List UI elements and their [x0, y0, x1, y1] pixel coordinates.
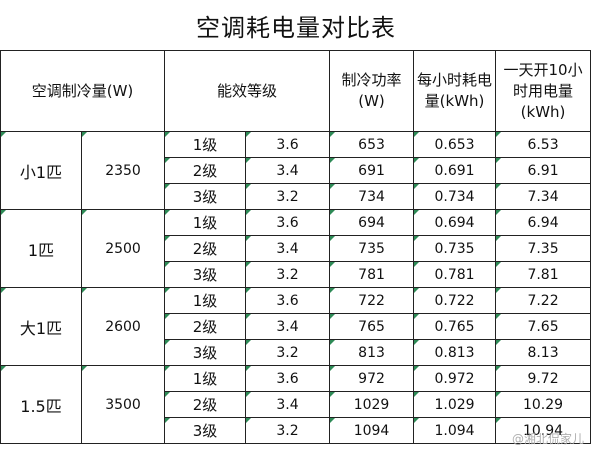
table-title: 空调耗电量对比表: [196, 13, 396, 42]
daily-cell: 7.65: [495, 313, 592, 340]
daily-cell: 9.72: [495, 365, 592, 392]
table-row: 2级 3.4 765 0.765 7.65: [1, 313, 592, 340]
ratio-cell: 3.2: [245, 417, 331, 444]
size-cell: 小1匹: [0, 131, 82, 210]
grade-cell: 3级: [164, 339, 247, 366]
ratio-cell: 3.6: [245, 287, 331, 314]
power-cell: 653: [329, 131, 415, 158]
ratio-cell: 3.4: [245, 235, 331, 262]
ratio-cell: 3.6: [245, 365, 331, 392]
grade-cell: 3级: [164, 183, 247, 210]
ratio-cell: 3.4: [245, 157, 331, 184]
daily-cell: 8.13: [495, 339, 592, 366]
table-row: 3级 3.2 1094 1.094 10.94: [1, 417, 592, 444]
hourly-cell: 0.765: [413, 313, 497, 340]
grade-cell: 1级: [164, 287, 247, 314]
table-row: 1匹 2500 1级 3.6 694 0.694 6.94: [0, 209, 592, 288]
capacity-cell: 2500: [80, 209, 166, 288]
daily-cell: 7.22: [495, 287, 592, 314]
table-body: 小1匹 2350 1级 3.6 653 0.653 6.53 2级 3.4 691 0.691 6.9…: [0, 131, 592, 444]
header-hourly: 每小时耗电量(kWh): [413, 50, 497, 132]
daily-cell: 6.53: [495, 131, 592, 158]
table-row: 3级 3.2 813 0.813 8.13: [1, 339, 592, 366]
size-cell: 大1匹: [0, 287, 82, 366]
ratio-cell: 3.6: [245, 209, 331, 236]
ratio-cell: 3.2: [245, 339, 331, 366]
table-row: 2级 3.4 735 0.735 7.35: [1, 235, 592, 262]
header-efficiency: 能效等级: [164, 50, 331, 132]
table-row: 3级 3.2 781 0.781 7.81: [1, 261, 592, 288]
table-row: 小1匹 2350 1级 3.6 653 0.653 6.53: [0, 131, 592, 210]
power-cell: 694: [329, 209, 415, 236]
ratio-cell: 3.4: [245, 391, 331, 418]
grade-cell: 3级: [164, 261, 247, 288]
daily-cell: 7.81: [495, 261, 592, 288]
header-capacity: 空调制冷量(W): [0, 50, 166, 132]
power-cell: 813: [329, 339, 415, 366]
ratio-cell: 3.4: [245, 313, 331, 340]
power-cell: 734: [329, 183, 415, 210]
grade-cell: 1级: [164, 209, 247, 236]
power-cell: 781: [329, 261, 415, 288]
hourly-cell: 1.094: [413, 417, 497, 444]
table-row: 大1匹 2600 1级 3.6 722 0.722 7.22: [0, 287, 592, 366]
daily-cell: 10.94: [495, 417, 592, 444]
daily-cell: 7.35: [495, 235, 592, 262]
ratio-cell: 3.2: [245, 261, 331, 288]
table-row: 2级 3.4 1029 1.029 10.29: [1, 391, 592, 418]
table-row: 1.5匹 3500 1级 3.6 972 0.972 9.72: [0, 365, 592, 444]
grade-cell: 1级: [164, 365, 247, 392]
power-consumption-table: 空调制冷量(W) 能效等级 制冷功率(W) 每小时耗电量(kWh) 一天开10小…: [0, 50, 592, 444]
power-cell: 691: [329, 157, 415, 184]
size-cell: 1匹: [0, 209, 82, 288]
capacity-cell: 2350: [80, 131, 166, 210]
hourly-cell: 0.691: [413, 157, 497, 184]
size-cell: 1.5匹: [0, 365, 82, 444]
capacity-cell: 2600: [80, 287, 166, 366]
power-cell: 1029: [329, 391, 415, 418]
grade-cell: 2级: [164, 157, 247, 184]
power-cell: 972: [329, 365, 415, 392]
daily-cell: 10.29: [495, 391, 592, 418]
hourly-cell: 0.813: [413, 339, 497, 366]
ratio-cell: 3.6: [245, 131, 331, 158]
hourly-cell: 0.694: [413, 209, 497, 236]
capacity-cell: 3500: [80, 365, 166, 444]
hourly-cell: 0.781: [413, 261, 497, 288]
hourly-cell: 0.972: [413, 365, 497, 392]
ratio-cell: 3.2: [245, 183, 331, 210]
grade-cell: 2级: [164, 391, 247, 418]
grade-cell: 2级: [164, 235, 247, 262]
power-cell: 722: [329, 287, 415, 314]
daily-cell: 6.91: [495, 157, 592, 184]
grade-cell: 3级: [164, 417, 247, 444]
header-daily: 一天开10小时用电量 (kWh): [495, 50, 592, 132]
header-row: 空调制冷量(W) 能效等级 制冷功率(W) 每小时耗电量(kWh) 一天开10小…: [0, 50, 592, 132]
grade-cell: 2级: [164, 313, 247, 340]
grade-cell: 1级: [164, 131, 247, 158]
hourly-cell: 0.735: [413, 235, 497, 262]
hourly-cell: 0.734: [413, 183, 497, 210]
power-cell: 765: [329, 313, 415, 340]
hourly-cell: 1.029: [413, 391, 497, 418]
hourly-cell: 0.722: [413, 287, 497, 314]
daily-cell: 6.94: [495, 209, 592, 236]
hourly-cell: 0.653: [413, 131, 497, 158]
power-cell: 735: [329, 235, 415, 262]
daily-cell: 7.34: [495, 183, 592, 210]
header-power: 制冷功率(W): [329, 50, 415, 132]
watermark: @湘北侃家儿: [511, 432, 584, 446]
power-cell: 1094: [329, 417, 415, 444]
